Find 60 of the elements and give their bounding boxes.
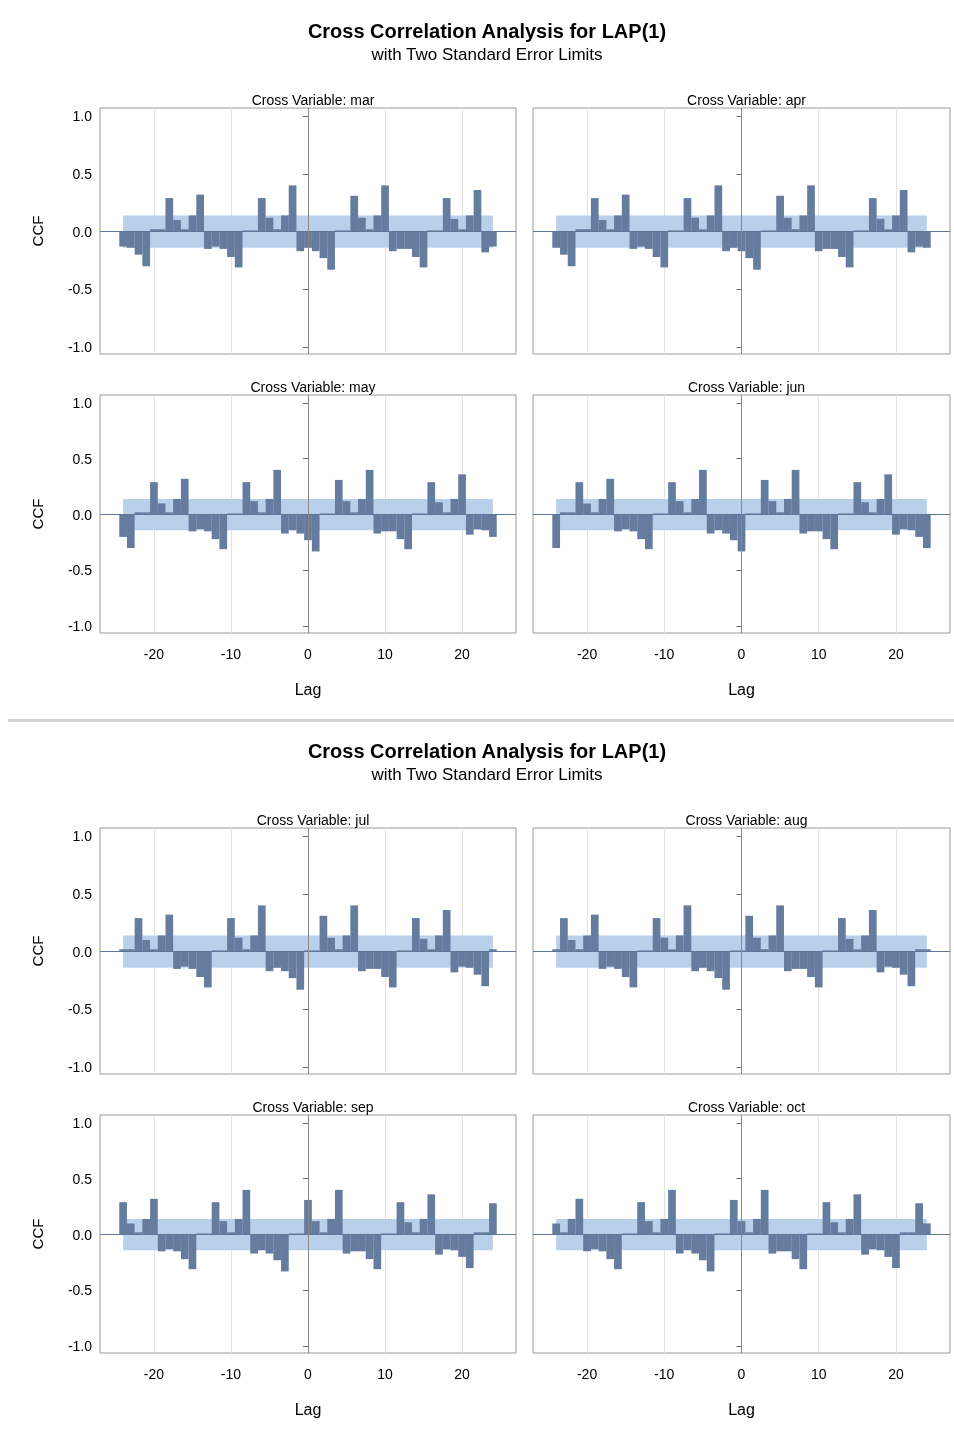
y-tick-label: 0.5 [72, 885, 93, 902]
text: with Two Standard Error Limits [370, 44, 604, 66]
x-tick-label: 10 [810, 646, 827, 662]
x-axis-title: Lag [294, 680, 322, 698]
y-tick-label: 0.0 [72, 223, 93, 240]
y-tick-label: 1.0 [72, 108, 93, 125]
x-axis-title: Lag [728, 680, 755, 698]
x-tick-label: 0 [737, 646, 746, 662]
x-tick-label: 10 [377, 1366, 394, 1382]
y-tick-label: -1.0 [67, 618, 93, 635]
text: with Two Standard Error Limits [370, 764, 604, 786]
x-tick-label: -10 [654, 1366, 675, 1382]
y-tick-label: -0.5 [67, 1001, 93, 1018]
x-tick-label: -10 [654, 646, 675, 662]
chart-title: Cross Variable: apr [687, 92, 807, 108]
y-axis-title: CCF [29, 215, 46, 247]
y-tick-label: 0.5 [72, 1170, 93, 1187]
x-axis-title: Lag [294, 1400, 322, 1418]
x-tick-label: 0 [737, 1366, 746, 1382]
y-tick-label: 0.0 [72, 506, 93, 523]
y-axis-title: CCF [29, 935, 46, 967]
x-tick-label: 20 [888, 646, 904, 662]
x-tick-label: 0 [304, 646, 313, 662]
y-tick-label: 0.0 [72, 943, 93, 960]
x-axis-title: Lag [728, 1400, 755, 1418]
y-tick-label: -1.0 [67, 1059, 93, 1076]
chart-title: Cross Variable: aug [685, 812, 808, 828]
x-tick-label: 0 [304, 1366, 313, 1382]
y-tick-label: -0.5 [67, 562, 93, 579]
y-tick-label: 0.5 [72, 165, 93, 182]
y-tick-label: 1.0 [72, 394, 93, 411]
x-tick-label: -20 [143, 646, 165, 662]
y-tick-label: -1.0 [67, 1338, 93, 1355]
x-tick-label: -10 [220, 1366, 242, 1382]
x-tick-label: -20 [143, 1366, 165, 1382]
x-tick-label: -20 [576, 646, 598, 662]
y-tick-label: -0.5 [67, 281, 93, 298]
chart-title: Cross Variable: oct [687, 1099, 806, 1115]
chart-title: Cross Variable: mar [251, 92, 375, 108]
y-tick-label: -1.0 [67, 339, 93, 356]
y-tick-label: 0.0 [72, 1226, 93, 1243]
chart-title: Cross Variable: may [250, 379, 376, 395]
text: Cross Correlation Analysis for LAP(1) [306, 19, 668, 44]
x-tick-label: 10 [377, 646, 394, 662]
x-tick-label: -10 [220, 646, 242, 662]
x-tick-label: 20 [888, 1366, 904, 1382]
y-axis-title: CCF [29, 498, 46, 530]
y-tick-label: 0.5 [72, 450, 93, 467]
chart-title: Cross Variable: jun [687, 379, 806, 395]
y-tick-label: 1.0 [72, 1114, 93, 1131]
text: Cross Correlation Analysis for LAP(1) [306, 739, 668, 764]
x-tick-label: -20 [576, 1366, 598, 1382]
x-tick-label: 20 [454, 646, 471, 662]
y-axis-title: CCF [29, 1218, 46, 1250]
y-tick-label: -0.5 [67, 1282, 93, 1299]
x-tick-label: 20 [454, 1366, 471, 1382]
chart-title: Cross Variable: sep [252, 1099, 374, 1115]
y-tick-label: 1.0 [72, 828, 93, 845]
x-tick-label: 10 [810, 1366, 827, 1382]
chart-title: Cross Variable: jul [256, 812, 370, 828]
